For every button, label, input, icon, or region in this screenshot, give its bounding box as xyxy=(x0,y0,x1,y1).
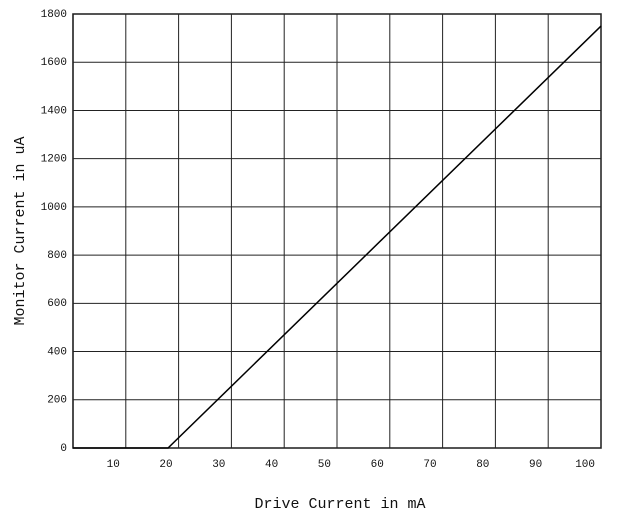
x-axis-title: Drive Current in mA xyxy=(254,496,425,513)
x-tick-label: 30 xyxy=(212,459,225,471)
x-tick-label: 40 xyxy=(265,459,278,471)
y-tick-label: 1400 xyxy=(41,105,67,117)
y-tick-label: 1000 xyxy=(41,202,67,214)
data-line xyxy=(73,25,602,449)
x-tick-label: 90 xyxy=(529,459,542,471)
y-tick-label: 0 xyxy=(60,443,67,455)
y-tick-label: 800 xyxy=(47,250,67,262)
y-tick-label: 200 xyxy=(47,395,67,407)
x-tick-label: 60 xyxy=(371,459,384,471)
y-tick-label: 600 xyxy=(47,298,67,310)
y-tick-label: 1800 xyxy=(41,9,67,21)
y-axis-title: Monitor Current in uA xyxy=(12,136,29,325)
y-tick-label: 1200 xyxy=(41,154,67,166)
y-tick-label: 1600 xyxy=(41,57,67,69)
x-tick-label: 100 xyxy=(575,459,595,471)
x-tick-label: 20 xyxy=(159,459,172,471)
x-tick-label: 70 xyxy=(423,459,436,471)
x-tick-label: 80 xyxy=(476,459,489,471)
x-tick-label: 10 xyxy=(107,459,120,471)
y-tick-label: 400 xyxy=(47,346,67,358)
x-tick-label: 50 xyxy=(318,459,331,471)
